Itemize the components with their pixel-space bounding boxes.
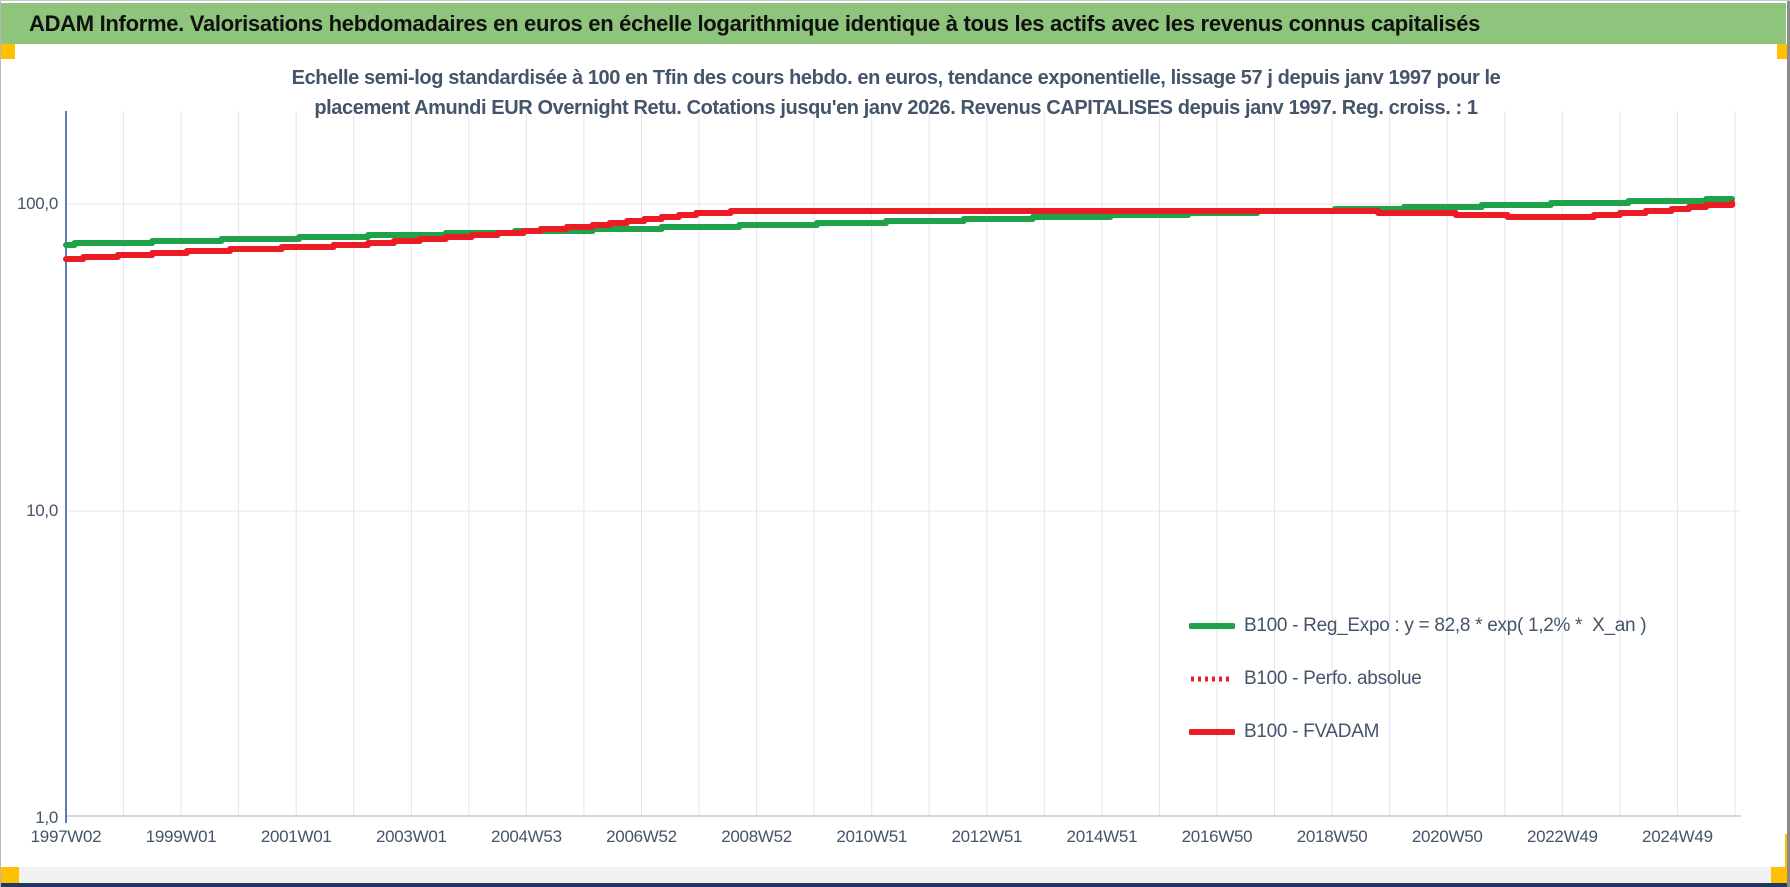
legend-item-fvadam[interactable]: B100 - FVADAM xyxy=(1189,705,1646,758)
x-tick-label: 2004W53 xyxy=(491,827,562,846)
x-tick-label: 2018W50 xyxy=(1296,827,1368,846)
x-tick-label: 2010W51 xyxy=(836,827,908,846)
y-tick-label: 1,0 xyxy=(35,808,58,827)
selection-handle-top-left[interactable] xyxy=(1,44,15,59)
x-tick-label: 2003W01 xyxy=(375,827,447,846)
red-dotted-line-swatch-icon xyxy=(1191,676,1233,681)
x-tick-label: 2024W49 xyxy=(1642,827,1713,846)
green-line-swatch-icon xyxy=(1189,622,1235,629)
legend-label: B100 - Reg_Expo : y = 82,8 * exp( 1,2% *… xyxy=(1244,614,1647,636)
scroll-handle-bottom-left[interactable] xyxy=(1,867,19,883)
x-tick-label: 1999W01 xyxy=(145,827,217,846)
x-tick-label: 2020W50 xyxy=(1411,827,1483,846)
header-title: ADAM Informe. Valorisations hebdomadaire… xyxy=(29,10,1481,36)
scroll-strip-right-edge[interactable] xyxy=(1785,834,1790,868)
x-tick-label: 2014W51 xyxy=(1066,827,1138,846)
x-tick-label: 2006W52 xyxy=(606,827,677,846)
window-bottom-edge xyxy=(1,883,1790,887)
y-tick-label: 100,0 xyxy=(16,194,58,213)
chart-legend[interactable]: B100 - Reg_Expo : y = 82,8 * exp( 1,2% *… xyxy=(1189,599,1647,758)
x-tick-label: 2012W51 xyxy=(951,827,1023,846)
red-line-swatch-icon xyxy=(1189,728,1235,735)
x-tick-label: 2008W52 xyxy=(721,827,792,846)
legend-item-reg-expo[interactable]: B100 - Reg_Expo : y = 82,8 * exp( 1,2% *… xyxy=(1189,599,1647,652)
horizontal-scrollbar-track[interactable] xyxy=(1,867,1790,883)
legend-label: B100 - FVADAM xyxy=(1244,720,1380,742)
x-tick-label: 2022W49 xyxy=(1526,827,1598,846)
scroll-handle-bottom-right[interactable] xyxy=(1771,867,1790,883)
x-tick-label: 2016W50 xyxy=(1181,827,1253,846)
y-tick-label: 10,0 xyxy=(26,501,58,520)
header-bar: ADAM Informe. Valorisations hebdomadaire… xyxy=(1,3,1786,44)
legend-item-perfo-absolue[interactable]: B100 - Perfo. absolue xyxy=(1189,652,1646,705)
legend-label: B100 - Perfo. absolue xyxy=(1244,667,1422,689)
x-tick-label: 1997W02 xyxy=(30,827,102,846)
x-tick-label: 2001W01 xyxy=(260,827,332,846)
